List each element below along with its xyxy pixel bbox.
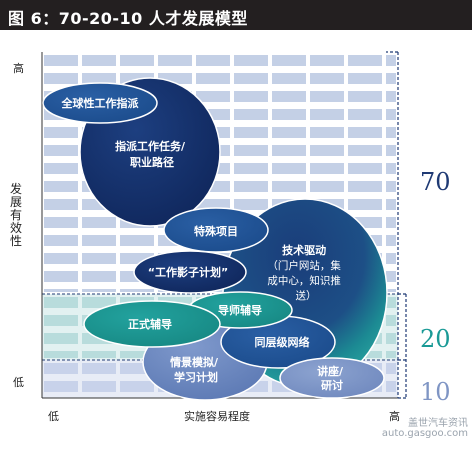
tier-70-label: 70 <box>420 168 451 196</box>
bubble-shadow-program <box>133 250 247 294</box>
label-lecture: 讲座/ 研讨 <box>317 364 347 392</box>
figure-title: 图 6：70-20-10 人才发展模型 <box>8 9 248 28</box>
y-axis-high-label: 高 <box>13 62 24 75</box>
label-formal-coaching: 正式辅导 <box>128 317 172 331</box>
bubble-formal-coaching <box>83 300 221 348</box>
x-axis-low-label: 低 <box>48 410 59 423</box>
label-shadow-program: “工作影子计划” <box>148 265 228 279</box>
label-peer-network: 同层级网络 <box>255 335 310 349</box>
label-tech-driven: 技术驱动 （门户网站，集 成中心，知识推 送） <box>267 243 344 302</box>
watermark-bottom: auto.gasgoo.com <box>381 428 468 439</box>
y-axis-title: 发展有效性 <box>9 182 22 248</box>
label-simulation: 情景模拟/ 学习计划 <box>170 355 222 384</box>
bubble-lecture <box>279 357 385 399</box>
figure-header: 图 6：70-20-10 人才发展模型 <box>0 0 472 30</box>
tier-20-label: 20 <box>420 325 451 353</box>
bubble-global-assignment <box>42 82 158 124</box>
tier-bracket <box>386 51 407 399</box>
x-axis-title: 实施容易程度 <box>184 410 250 423</box>
watermark-top: 盖世汽车资讯 <box>408 418 468 429</box>
y-axis-low-label: 低 <box>13 376 24 389</box>
label-special-project: 特殊项目 <box>194 224 238 238</box>
label-global-assignment: 全球性工作指派 <box>61 96 140 110</box>
bubble-special-project <box>163 207 269 253</box>
x-axis-high-label: 高 <box>389 410 400 423</box>
tier-10-label: 10 <box>420 378 451 406</box>
label-mentoring: 导师辅导 <box>218 303 262 317</box>
label-assignment-career: 指派工作任务/ 职业路径 <box>115 139 189 169</box>
